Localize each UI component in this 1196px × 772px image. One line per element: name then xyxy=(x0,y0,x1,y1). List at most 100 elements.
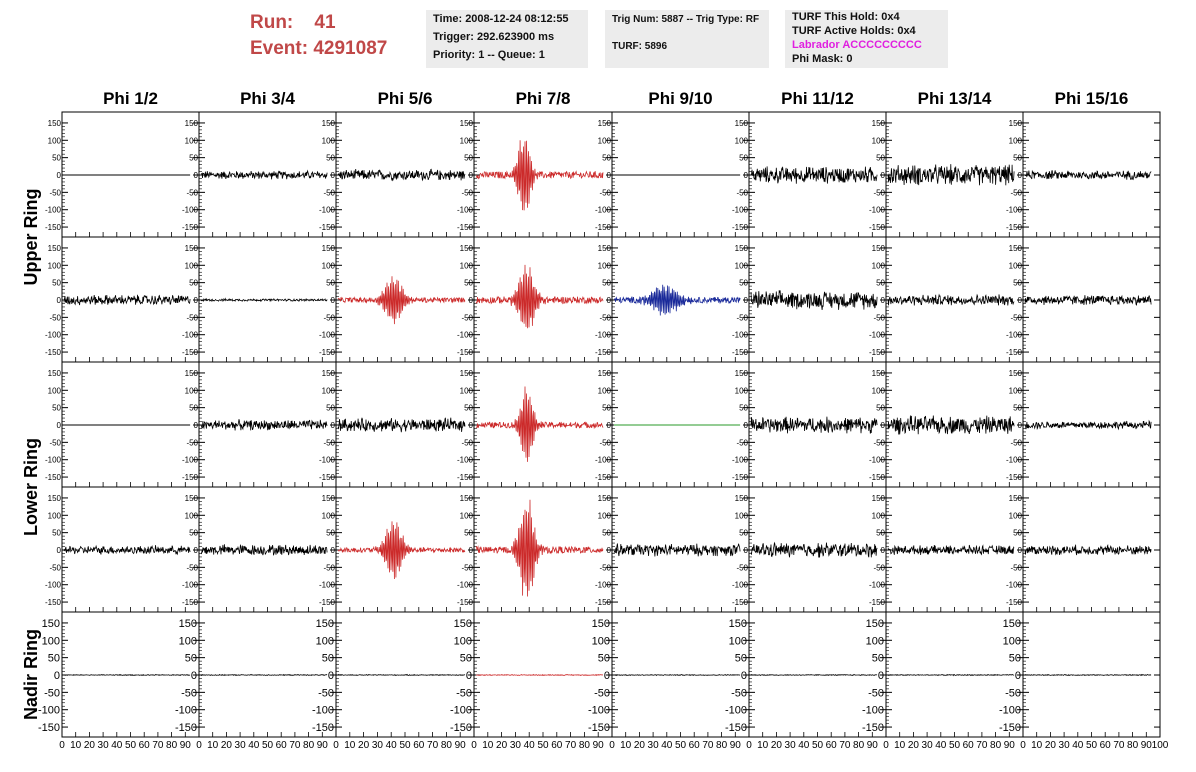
run-label: Run: xyxy=(250,12,294,33)
x-tick-label: 90 xyxy=(455,740,467,751)
y-tick-label: 100 xyxy=(454,635,472,647)
x-tick-label: 20 xyxy=(84,740,96,751)
y-tick-label: -100 xyxy=(182,331,199,340)
x-tick-label: 10 xyxy=(757,740,769,751)
y-tick-label: -100 xyxy=(595,581,612,590)
y-tick-label: 150 xyxy=(592,618,610,630)
y-tick-label: -100 xyxy=(457,581,474,590)
y-tick-label: 0 xyxy=(469,421,474,430)
y-tick-label: -100 xyxy=(457,331,474,340)
y-tick-label: 0 xyxy=(607,546,612,555)
y-tick-label: 50 xyxy=(52,279,61,288)
y-tick-label: -100 xyxy=(45,331,62,340)
y-tick-label: 50 xyxy=(1013,529,1022,538)
y-tick-label: 50 xyxy=(598,653,610,665)
x-tick-label: 10 xyxy=(344,740,356,751)
y-tick-label: 50 xyxy=(602,404,611,413)
y-tick-label: -50 xyxy=(873,188,885,197)
y-tick-label: 100 xyxy=(42,635,60,647)
turf-info-box: TURF This Hold: 0x4 TURF Active Holds: 0… xyxy=(785,10,948,68)
y-tick-label: -150 xyxy=(1006,223,1023,232)
x-tick-label: 60 xyxy=(1100,740,1112,751)
priority-queue-text: Priority: 1 -- Queue: 1 xyxy=(433,49,545,61)
y-tick-label: 0 xyxy=(607,421,612,430)
y-tick-label: -100 xyxy=(732,206,749,215)
y-tick-label: -50 xyxy=(599,563,611,572)
x-tick-label: 70 xyxy=(839,740,851,751)
y-tick-label: -150 xyxy=(595,473,612,482)
y-tick-label: 100 xyxy=(872,261,886,270)
waveform-trace xyxy=(200,544,328,556)
y-tick-label: -100 xyxy=(732,456,749,465)
y-tick-label: 100 xyxy=(866,635,884,647)
x-tick-label: 20 xyxy=(1045,740,1057,751)
y-tick-label: -100 xyxy=(45,456,62,465)
y-tick-label: -50 xyxy=(1010,188,1022,197)
waveform-trace xyxy=(750,541,878,558)
turf-text: TURF: 5896 xyxy=(612,41,668,52)
y-tick-label: -50 xyxy=(186,563,198,572)
y-tick-label: 150 xyxy=(1009,369,1023,378)
y-tick-label: 50 xyxy=(464,279,473,288)
y-tick-label: 0 xyxy=(328,670,334,682)
y-tick-label: 100 xyxy=(1009,511,1023,520)
y-tick-label: 150 xyxy=(735,119,749,128)
y-tick-label: 50 xyxy=(876,529,885,538)
x-tick-label: 30 xyxy=(1059,740,1071,751)
y-tick-label: 50 xyxy=(326,404,335,413)
y-tick-label: 0 xyxy=(1018,171,1023,180)
y-tick-label: -150 xyxy=(45,348,62,357)
x-tick-label: 10 xyxy=(894,740,906,751)
x-tick-label: 50 xyxy=(537,740,549,751)
y-tick-label: -100 xyxy=(1006,331,1023,340)
x-tick-label: 70 xyxy=(1113,740,1125,751)
ring-label: Upper Ring xyxy=(21,189,41,286)
y-tick-label: -100 xyxy=(45,206,62,215)
y-tick-label: -150 xyxy=(595,348,612,357)
y-tick-label: 50 xyxy=(52,529,61,538)
y-tick-label: 100 xyxy=(322,261,336,270)
y-tick-label: -150 xyxy=(732,598,749,607)
x-tick-label: 0 xyxy=(609,740,615,751)
y-tick-label: 0 xyxy=(1018,546,1023,555)
y-tick-label: 100 xyxy=(872,136,886,145)
y-tick-label: 150 xyxy=(598,119,612,128)
y-tick-label: 50 xyxy=(1013,279,1022,288)
y-tick-label: 0 xyxy=(878,670,884,682)
x-tick-label: 50 xyxy=(1086,740,1098,751)
y-tick-label: -50 xyxy=(49,188,61,197)
y-tick-label: 50 xyxy=(464,529,473,538)
y-tick-label: -50 xyxy=(323,188,335,197)
x-tick-label: 90 xyxy=(317,740,329,751)
y-tick-label: -150 xyxy=(869,223,886,232)
waveform-trace xyxy=(475,386,604,462)
y-tick-label: -100 xyxy=(1006,581,1023,590)
y-tick-label: -150 xyxy=(319,223,336,232)
phi-mask-text: Phi Mask: 0 xyxy=(792,53,853,65)
y-tick-label: -150 xyxy=(319,598,336,607)
y-tick-label: 50 xyxy=(326,529,335,538)
y-tick-label: 150 xyxy=(866,618,884,630)
y-tick-label: 150 xyxy=(1003,618,1021,630)
y-tick-label: 50 xyxy=(52,154,61,163)
y-tick-label: 0 xyxy=(1018,296,1023,305)
y-tick-label: 50 xyxy=(189,404,198,413)
y-tick-label: -50 xyxy=(49,563,61,572)
y-tick-label: -100 xyxy=(312,705,334,717)
y-tick-label: 0 xyxy=(744,546,749,555)
x-tick-label: 10 xyxy=(1031,740,1043,751)
y-tick-label: -50 xyxy=(873,563,885,572)
y-tick-label: -150 xyxy=(182,223,199,232)
y-tick-label: 0 xyxy=(604,670,610,682)
x-tick-label: 90 xyxy=(593,740,605,751)
y-tick-label: 100 xyxy=(735,511,749,520)
y-tick-label: 150 xyxy=(1009,494,1023,503)
y-tick-label: -50 xyxy=(1010,563,1022,572)
waveform-trace xyxy=(476,673,603,677)
y-tick-label: -100 xyxy=(862,705,884,717)
x-tick-label: 40 xyxy=(798,740,810,751)
x-tick-label: 40 xyxy=(935,740,947,751)
waveform-trace xyxy=(63,544,191,556)
y-tick-label: 100 xyxy=(316,635,334,647)
y-tick-label: 150 xyxy=(322,244,336,253)
